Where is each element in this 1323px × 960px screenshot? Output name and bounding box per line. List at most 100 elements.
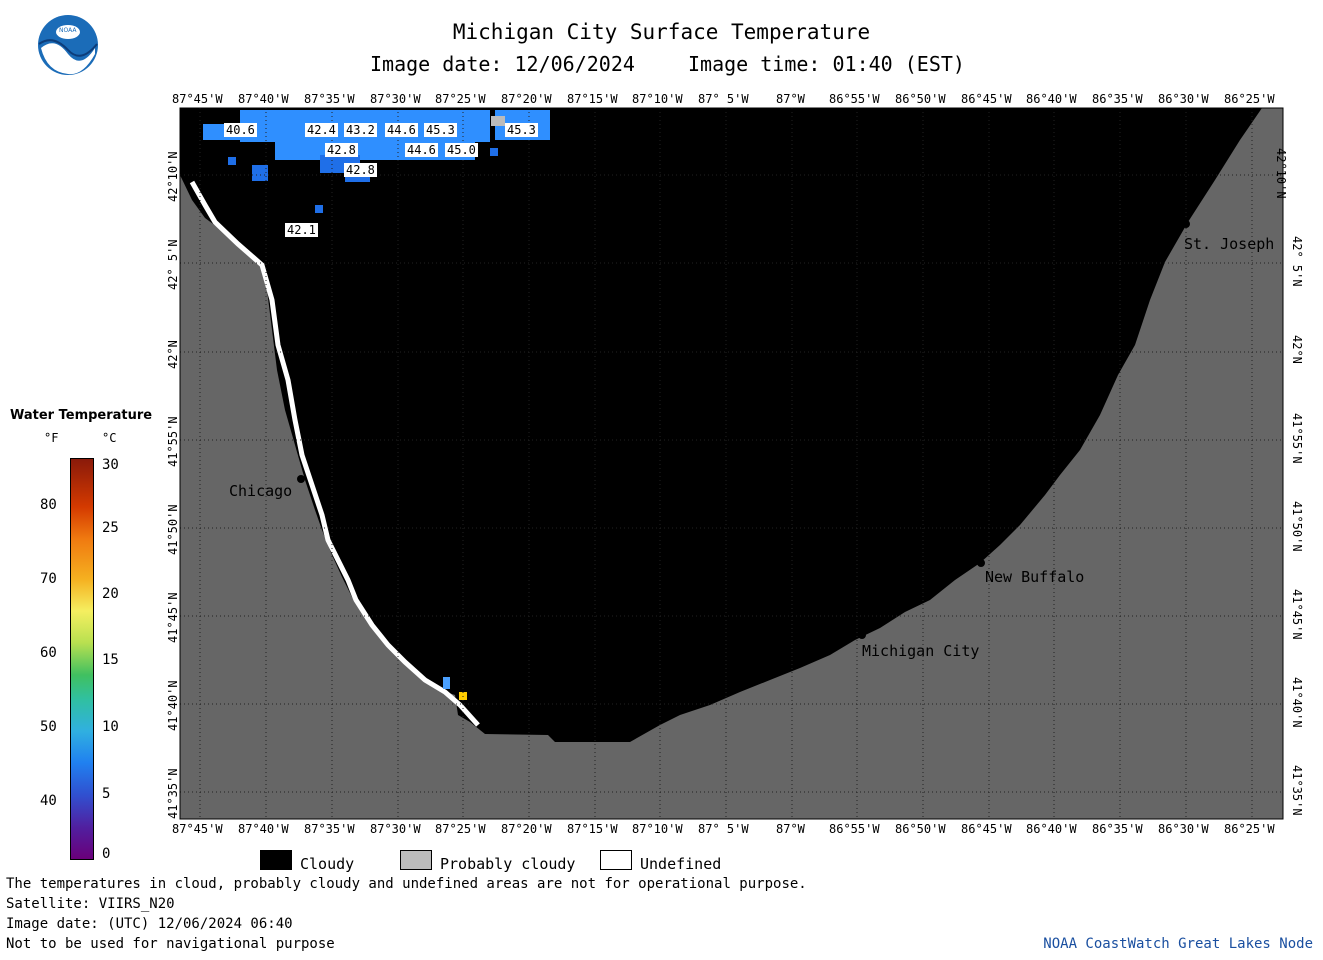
lon-label: 86°35'W [1092, 92, 1143, 106]
lon-label: 87°25'W [435, 822, 486, 836]
temp-label: 42.1 [285, 223, 318, 237]
colorbar-title: Water Temperature [10, 408, 153, 423]
footer-nav-warning: Not to be used for navigational purpose [6, 936, 335, 952]
lat-label: 41°55'N [1290, 413, 1304, 464]
lon-label: 87°40'W [238, 92, 289, 106]
lat-label: 42°10'N [166, 151, 180, 202]
lon-label: 87°45'W [172, 92, 223, 106]
lon-label: 87°40'W [238, 822, 289, 836]
legend-swatch-probably-cloudy [400, 850, 432, 870]
lon-label: 86°40'W [1026, 92, 1077, 106]
lon-label: 86°55'W [829, 92, 880, 106]
lat-label: 41°35'N [1290, 765, 1304, 816]
footer-note: The temperatures in cloud, probably clou… [6, 876, 807, 892]
temp-label: 44.6 [385, 123, 418, 137]
footer-utc-date: Image date: (UTC) 12/06/2024 06:40 [6, 916, 293, 932]
lat-label: 42° 5'N [1290, 236, 1304, 287]
page-title: Michigan City Surface Temperature [452, 20, 871, 44]
temp-label: 45.3 [505, 123, 538, 137]
lon-label: 86°45'W [961, 822, 1012, 836]
image-date: Image date: 12/06/2024 [370, 52, 635, 76]
temp-label: 40.6 [224, 123, 257, 137]
temp-label: 43.2 [344, 123, 377, 137]
legend-swatch-undefined [600, 850, 632, 870]
temp-label: 42.8 [344, 163, 377, 177]
lon-label: 87°10'W [632, 822, 683, 836]
f-tick: 80 [40, 497, 57, 513]
legend-label-probably-cloudy: Probably cloudy [440, 855, 576, 873]
temp-label: 44.6 [405, 143, 438, 157]
lon-label: 86°50'W [895, 822, 946, 836]
lon-label: 87°30'W [370, 822, 421, 836]
lon-label: 87°35'W [304, 92, 355, 106]
footer-credit: NOAA CoastWatch Great Lakes Node [1043, 936, 1313, 952]
lon-label: 87°W [776, 92, 805, 106]
undefined-strip [189, 180, 480, 727]
colorbar-gradient [70, 458, 94, 860]
lon-label: 86°55'W [829, 822, 880, 836]
chicago-marker [297, 475, 305, 483]
lat-label: 41°40'N [166, 680, 180, 731]
f-tick: 40 [40, 793, 57, 809]
lat-label: 41°45'N [166, 592, 180, 643]
lat-label: 41°35'N [166, 768, 180, 819]
f-tick: 70 [40, 571, 57, 587]
c-tick: 0 [102, 846, 111, 862]
lon-label: 87°15'W [567, 822, 618, 836]
noaa-logo: NOAA [37, 14, 99, 76]
colorbar-unit-f: °F [44, 431, 59, 445]
lon-label: 87°15'W [567, 92, 618, 106]
michigan-city-marker [858, 631, 866, 639]
new-buffalo-marker [977, 559, 985, 567]
lon-label: 86°35'W [1092, 822, 1143, 836]
lat-label: 42° 5'N [166, 239, 180, 290]
lon-label: 87°20'W [501, 92, 552, 106]
lake-cloudy-area [180, 108, 1262, 742]
lon-label: 87°20'W [501, 822, 552, 836]
colorbar-unit-c: °C [102, 431, 117, 445]
lon-label: 87°30'W [370, 92, 421, 106]
city-label-michigan-city: Michigan City [862, 642, 980, 660]
lat-label: 42°N [1290, 335, 1304, 364]
legend-label-undefined: Undefined [640, 855, 722, 873]
lon-label: 87° 5'W [698, 92, 749, 106]
legend-swatch-cloudy [260, 850, 292, 870]
c-tick: 20 [102, 586, 119, 602]
f-tick: 60 [40, 645, 57, 661]
city-label-st-joseph: St. Joseph [1184, 235, 1275, 253]
graticule [180, 108, 1283, 819]
st-joseph-marker [1182, 220, 1190, 228]
c-tick: 15 [102, 652, 119, 668]
f-tick: 50 [40, 719, 57, 735]
lat-label: 42°10'N [1274, 148, 1288, 199]
image-time: Image time: 01:40 (EST) [688, 52, 965, 76]
footer-satellite: Satellite: VIIRS_N20 [6, 896, 175, 912]
lon-label: 87° 5'W [698, 822, 749, 836]
lon-label: 87°10'W [632, 92, 683, 106]
c-tick: 30 [102, 457, 119, 473]
lon-label: 87°25'W [435, 92, 486, 106]
lon-label: 86°25'W [1224, 92, 1275, 106]
lat-label: 41°50'N [166, 504, 180, 555]
lat-label: 41°55'N [166, 416, 180, 467]
lat-label: 41°45'N [1290, 589, 1304, 640]
legend-label-cloudy: Cloudy [300, 855, 355, 873]
temp-label: 45.0 [445, 143, 478, 157]
lon-label: 86°25'W [1224, 822, 1275, 836]
lon-label: 86°30'W [1158, 92, 1209, 106]
temp-label: 42.8 [325, 143, 358, 157]
lon-label: 86°45'W [961, 92, 1012, 106]
logo-text: NOAA [59, 27, 77, 34]
c-tick: 5 [102, 786, 111, 802]
lon-label: 87°35'W [304, 822, 355, 836]
lat-label: 42°N [166, 340, 180, 369]
temp-label: 42.4 [305, 123, 338, 137]
c-tick: 10 [102, 719, 119, 735]
lon-label: 86°50'W [895, 92, 946, 106]
map-frame [179, 107, 1284, 820]
c-tick: 25 [102, 520, 119, 536]
lon-label: 87°W [776, 822, 805, 836]
lon-label: 87°45'W [172, 822, 223, 836]
lon-label: 86°30'W [1158, 822, 1209, 836]
